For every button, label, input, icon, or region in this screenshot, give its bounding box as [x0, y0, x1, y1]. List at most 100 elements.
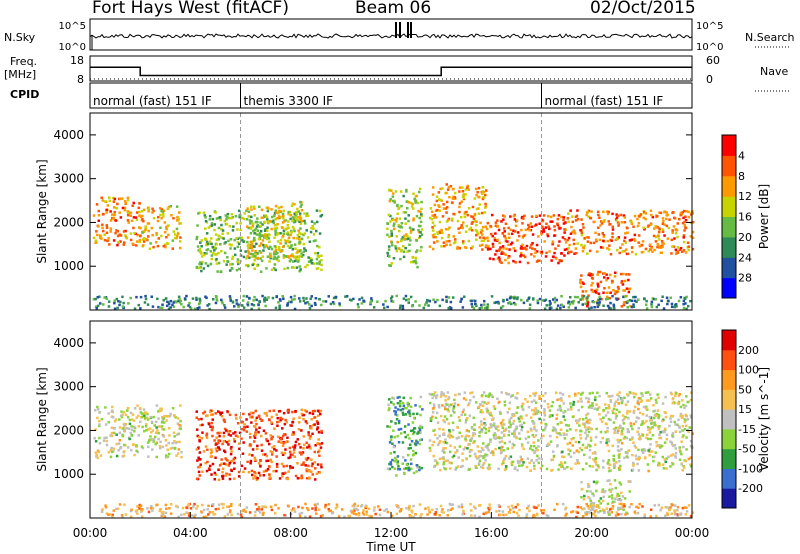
echo-pixel	[648, 453, 651, 457]
echo-pixel	[118, 418, 121, 421]
echo-pixel	[542, 512, 545, 515]
echo-pixel	[458, 202, 462, 205]
echo-pixel	[556, 422, 560, 426]
echo-pixel	[588, 421, 591, 425]
echo-pixel	[266, 459, 270, 462]
echo-pixel	[439, 468, 442, 472]
echo-pixel	[437, 204, 440, 207]
echo-pixel	[687, 245, 691, 248]
echo-pixel	[329, 509, 332, 512]
echo-pixel	[109, 210, 112, 213]
echo-pixel	[502, 461, 505, 464]
echo-pixel	[431, 443, 434, 447]
echo-pixel	[496, 219, 499, 222]
echo-pixel	[211, 217, 215, 221]
echo-pixel	[124, 513, 128, 516]
echo-pixel	[198, 474, 201, 477]
echo-pixel	[476, 445, 480, 448]
echo-pixel	[608, 244, 611, 247]
echo-pixel	[390, 229, 393, 233]
echo-pixel	[447, 296, 451, 299]
echo-pixel	[484, 245, 488, 249]
echo-pixel	[403, 237, 406, 241]
echo-pixel	[649, 508, 653, 511]
echo-pixel	[110, 446, 113, 450]
echo-pixel	[314, 444, 317, 447]
echo-pixel	[196, 224, 199, 227]
echo-pixel	[514, 261, 517, 264]
echo-pixel	[419, 431, 422, 434]
y-tick-label: 3000	[53, 380, 84, 394]
echo-pixel	[307, 433, 310, 437]
echo-pixel	[537, 445, 540, 448]
echo-pixel	[282, 297, 285, 301]
echo-pixel	[607, 248, 611, 251]
echo-pixel	[238, 442, 241, 445]
echo-pixel	[135, 218, 139, 221]
echo-pixel	[622, 272, 625, 276]
echo-pixel	[180, 303, 183, 306]
echo-pixel	[388, 188, 391, 192]
echo-pixel	[433, 213, 437, 217]
echo-pixel	[400, 222, 404, 225]
echo-pixel	[113, 210, 116, 214]
echo-pixel	[673, 216, 676, 220]
echo-pixel	[611, 232, 614, 235]
echo-pixel	[429, 207, 433, 210]
echo-pixel	[498, 509, 501, 513]
echo-pixel	[118, 426, 122, 429]
echo-pixel	[264, 453, 267, 456]
echo-pixel	[405, 200, 409, 203]
echo-pixel	[215, 258, 218, 261]
echo-pixel	[661, 245, 664, 249]
echo-pixel	[388, 441, 392, 444]
echo-pixel	[431, 411, 435, 414]
echo-pixel	[451, 455, 454, 459]
echo-pixel	[265, 459, 268, 463]
echo-pixel	[220, 415, 224, 418]
echo-pixel	[503, 227, 506, 230]
echo-pixel	[582, 418, 585, 421]
echo-pixel	[420, 207, 423, 211]
echo-pixel	[612, 289, 615, 292]
echo-pixel	[535, 412, 538, 415]
echo-pixel	[256, 252, 259, 255]
echo-pixel	[198, 451, 202, 454]
echo-pixel	[304, 502, 307, 506]
echo-pixel	[581, 303, 584, 306]
echo-pixel	[266, 206, 270, 210]
echo-pixel	[588, 464, 592, 468]
echo-pixel	[294, 217, 298, 221]
echo-pixel	[376, 300, 379, 303]
echo-pixel	[623, 221, 627, 224]
echo-pixel	[479, 231, 483, 234]
echo-pixel	[214, 507, 218, 511]
echo-pixel	[577, 440, 581, 444]
echo-pixel	[509, 295, 512, 299]
echo-pixel	[412, 504, 415, 508]
echo-pixel	[245, 430, 249, 433]
echo-pixel	[679, 414, 682, 418]
echo-pixel	[247, 210, 251, 213]
echo-pixel	[683, 240, 686, 244]
echo-pixel	[540, 457, 544, 461]
echo-pixel	[528, 229, 531, 232]
echo-pixel	[545, 222, 548, 226]
echo-pixel	[126, 196, 130, 200]
echo-pixel	[476, 191, 479, 194]
echo-pixel	[407, 404, 410, 408]
echo-pixel	[487, 510, 490, 514]
echo-pixel	[457, 456, 460, 459]
echo-pixel	[261, 239, 265, 242]
echo-pixel	[653, 421, 656, 424]
echo-pixel	[105, 226, 109, 229]
echo-pixel	[98, 424, 101, 428]
echo-pixel	[272, 469, 275, 473]
echo-pixel	[670, 441, 674, 444]
echo-pixel	[290, 509, 293, 512]
echo-pixel	[434, 300, 437, 304]
echo-pixel	[396, 434, 399, 438]
echo-pixel	[687, 457, 691, 461]
echo-pixel	[399, 304, 402, 307]
echo-pixel	[332, 302, 336, 306]
